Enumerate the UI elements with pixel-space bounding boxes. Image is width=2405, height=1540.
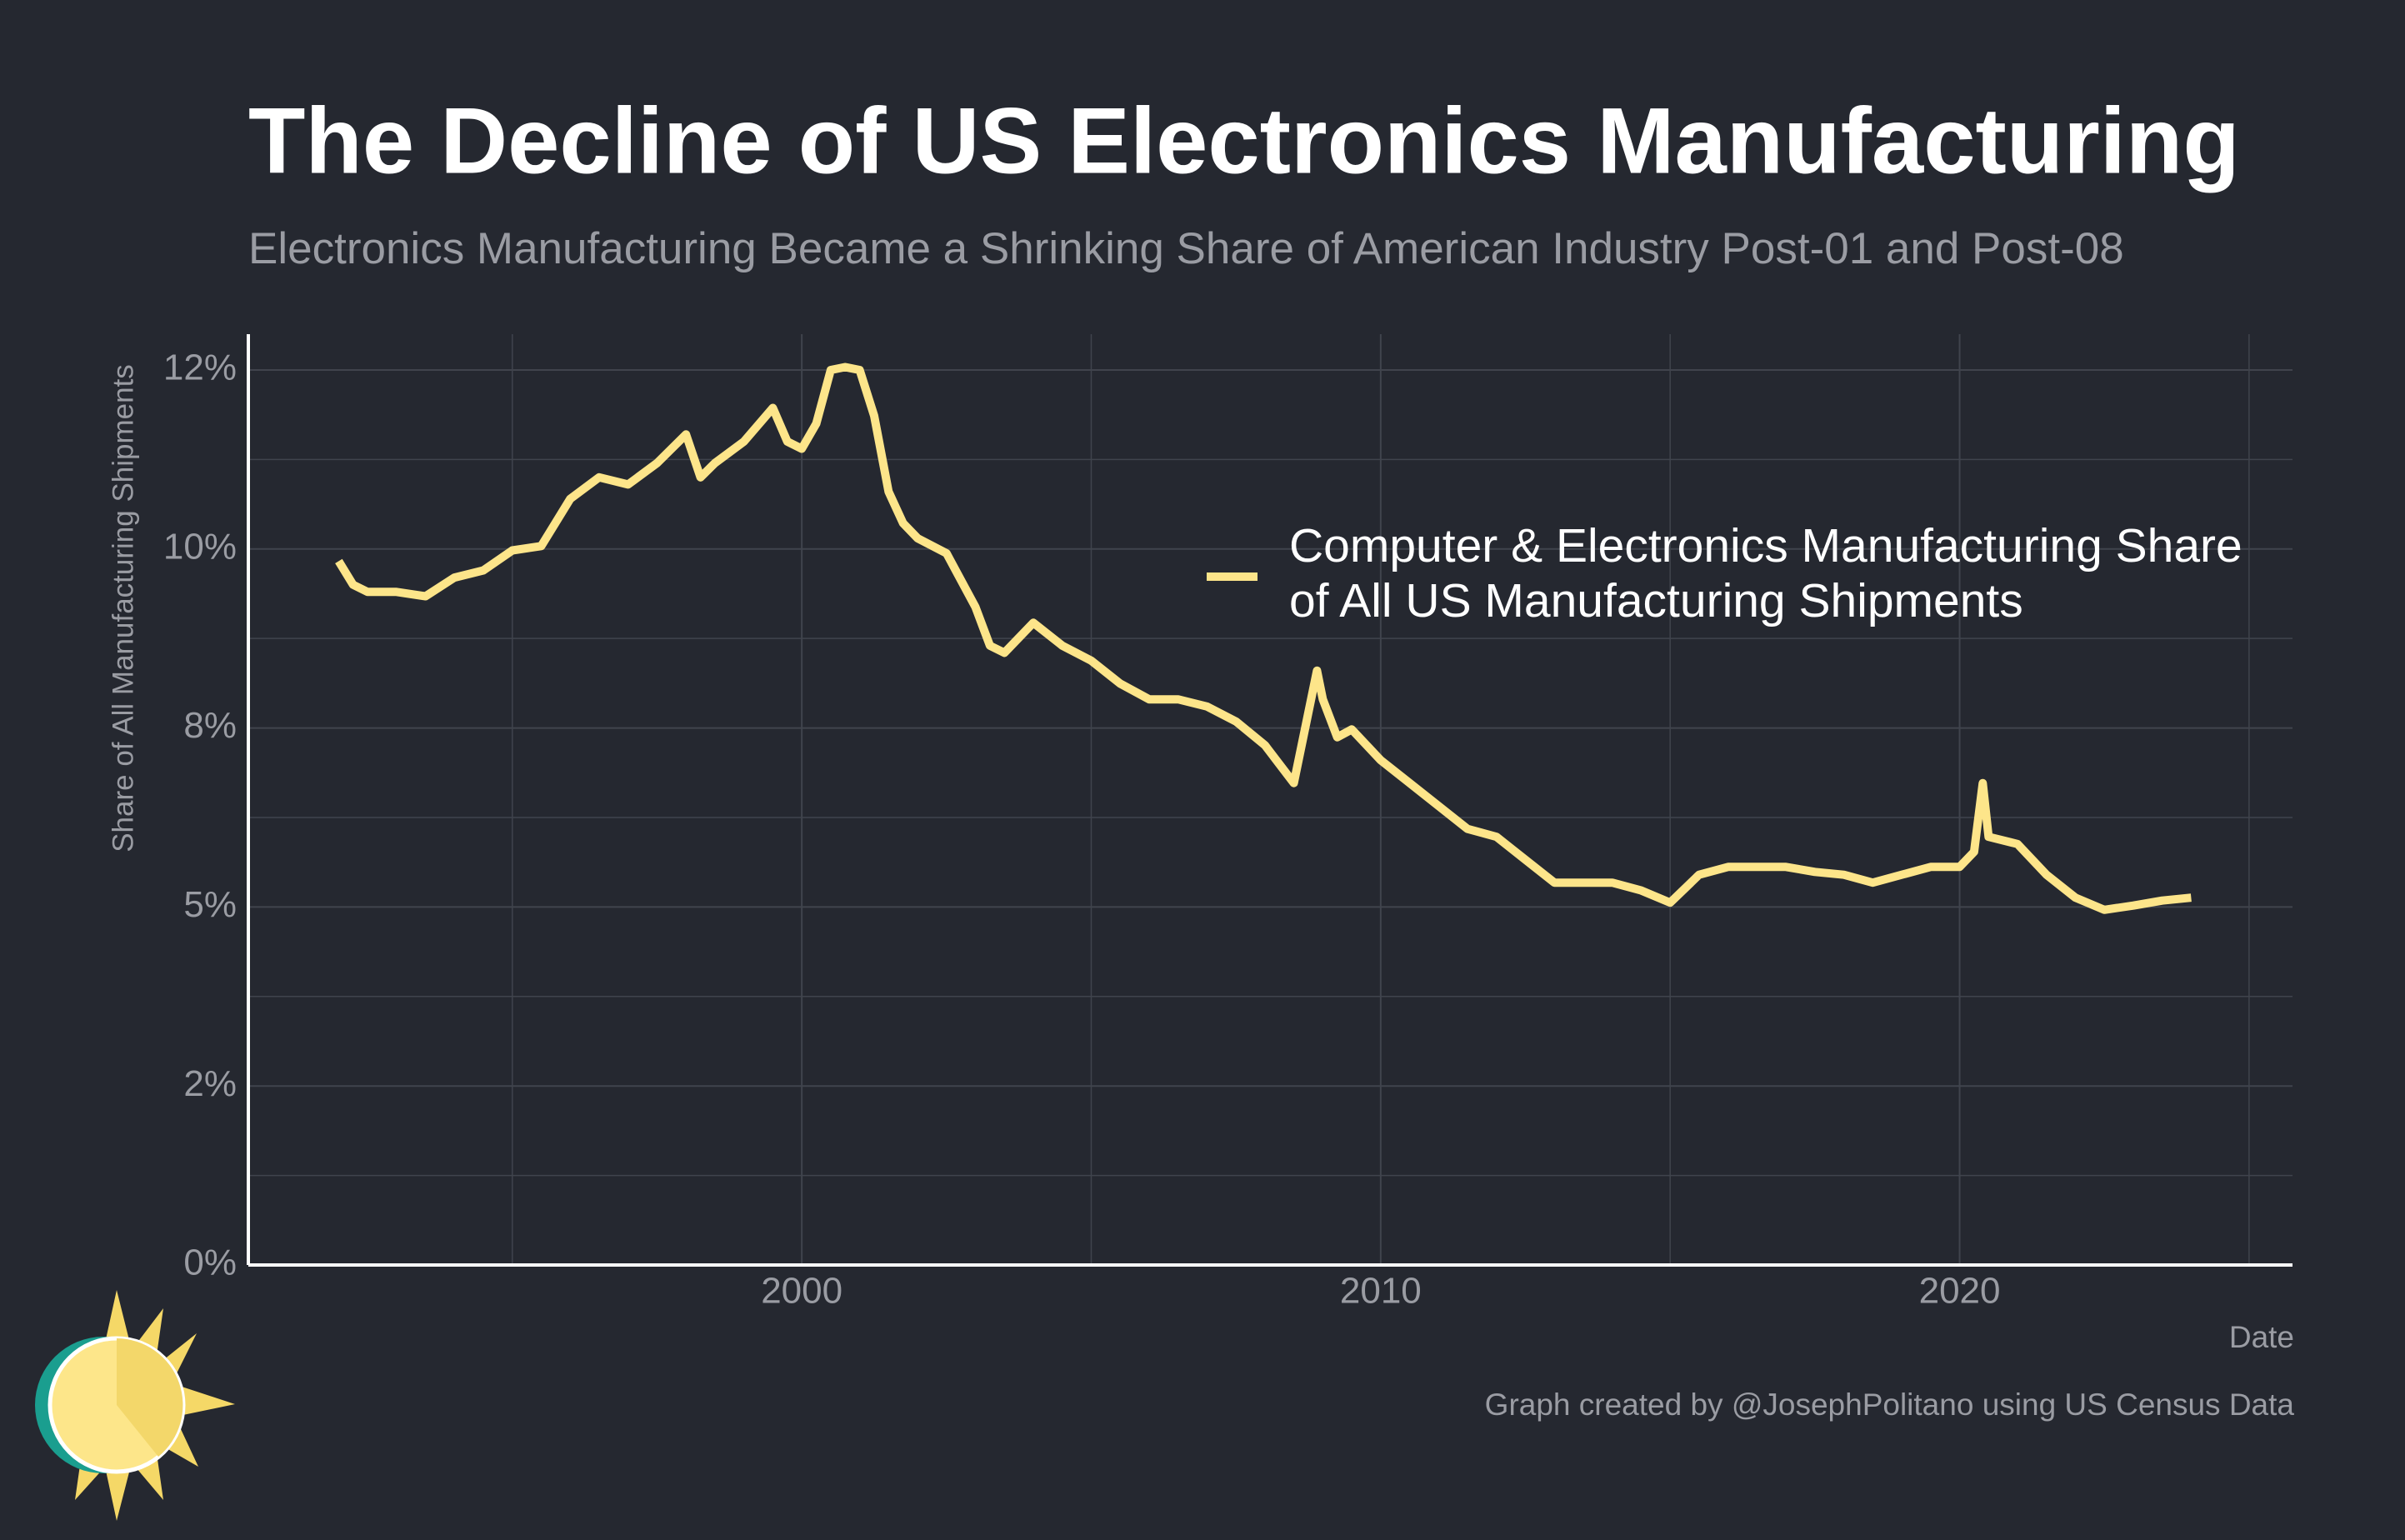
chart-subtitle: Electronics Manufacturing Became a Shrin… [248,224,2124,273]
x-tick-label: 2000 [761,1271,842,1312]
y-tick-label: 0% [183,1242,237,1283]
data-line [335,362,2192,914]
x-tick-label: 2020 [1919,1271,2001,1312]
legend-label: Computer & Electronics Manufacturing Sha… [1289,519,2242,628]
y-tick-label: 2% [183,1063,237,1104]
x-axis-title: Date [2229,1320,2294,1354]
x-tick-label: 2010 [1340,1271,1422,1312]
y-tick-label: 5% [183,884,237,925]
y-tick-label: 10% [163,526,237,567]
y-axis-title: Share of All Manufacturing Shipments [107,364,139,852]
caption: Graph created by @JosephPolitano using U… [1485,1388,2295,1422]
logo [35,1290,235,1521]
y-tick-label: 12% [163,348,237,388]
y-tick-label: 8% [183,705,237,746]
chart-title: The Decline of US Electronics Manufactur… [248,89,2240,193]
